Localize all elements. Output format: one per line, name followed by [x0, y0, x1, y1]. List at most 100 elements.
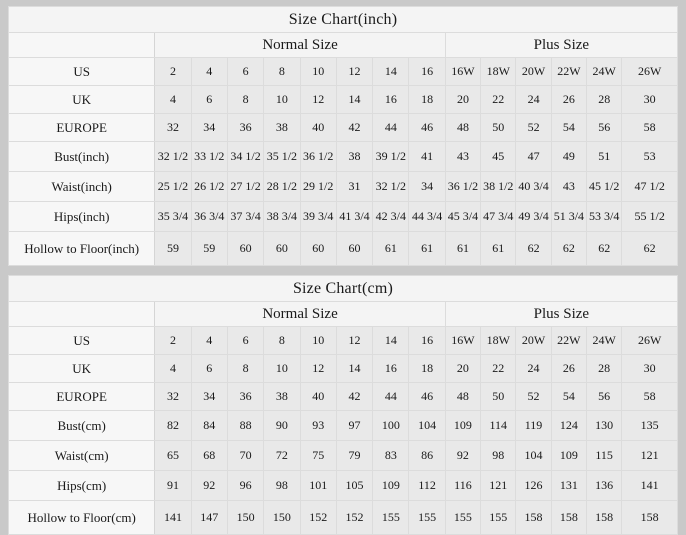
table-cell: 43 — [550, 171, 588, 202]
table-cell: 38 3/4 — [263, 201, 301, 232]
table-cell: 20W — [515, 326, 552, 355]
table-cell: 34 1/2 — [226, 141, 265, 172]
table-cell: 92 — [190, 470, 228, 501]
table-cell: 41 3/4 — [335, 201, 374, 232]
table-cell: 8 — [226, 354, 265, 383]
table-cell: 124 — [550, 410, 587, 441]
table-cell: 39 1/2 — [372, 141, 410, 172]
table-cell: 104 — [515, 440, 552, 471]
table-cell: 75 — [299, 440, 337, 471]
table-cell: 38 — [263, 382, 301, 411]
table-cell: 72 — [263, 440, 301, 471]
table-cell: 40 — [299, 113, 337, 142]
table-cell: 150 — [263, 500, 301, 535]
table-cell: 98 — [263, 470, 301, 501]
table-cell: 16W — [444, 57, 482, 86]
table-cell: 109 — [550, 440, 587, 471]
table-cell: 35 3/4 — [154, 201, 192, 232]
table-cell: 36 1/2 — [444, 171, 482, 202]
table-cell: 91 — [154, 470, 192, 501]
table-cell: 105 — [335, 470, 374, 501]
table-cell: 53 — [621, 141, 678, 172]
table-cell: 26 1/2 — [190, 171, 228, 202]
chart-title: Size Chart(inch) — [8, 6, 678, 33]
table-cell: 155 — [444, 500, 482, 535]
table-cell: 58 — [621, 113, 678, 142]
table-cell: 26 — [550, 354, 587, 383]
table-cell: 79 — [335, 440, 374, 471]
table-cell: 60 — [226, 231, 265, 266]
table-cell: 12 — [299, 354, 337, 383]
table-cell: 34 — [190, 113, 228, 142]
table-cell: 51 — [586, 141, 623, 172]
table-cell: 96 — [226, 470, 265, 501]
table-cell: 155 — [480, 500, 517, 535]
table-cell: 61 — [408, 231, 446, 266]
table-cell: 18W — [480, 57, 517, 86]
table-cell: 37 3/4 — [226, 201, 265, 232]
table-cell: 18W — [480, 326, 517, 355]
table-cell: 58 — [621, 382, 678, 411]
table-cell: 135 — [621, 410, 678, 441]
row-label: US — [7, 57, 156, 86]
table-cell: 22W — [550, 57, 588, 86]
group-header-row: Normal Size Plus Size — [7, 32, 679, 58]
table-cell: 16W — [444, 326, 482, 355]
table-cell: 14 — [335, 85, 374, 114]
row-label: Bust(inch) — [7, 141, 156, 172]
group-header-normal-size: Normal Size — [154, 32, 446, 58]
table-cell: 147 — [190, 500, 228, 535]
table-cell: 16 — [408, 57, 446, 86]
table-cell: 34 — [190, 382, 228, 411]
table-cell: 152 — [299, 500, 337, 535]
table-cell: 55 1/2 — [621, 201, 678, 232]
row-label: Hips(inch) — [7, 201, 156, 232]
table-cell: 38 — [335, 141, 374, 172]
group-header-plus-size: Plus Size — [444, 32, 679, 58]
table-row: Hollow to Floor(cm) 141 147 150 150 152 152 155… — [7, 500, 678, 535]
table-cell: 47 3/4 — [480, 201, 517, 232]
table-row: EUROPE 32 34 36 38 40 42 44 46 48 50 52 54 56 58 — [7, 113, 678, 142]
table-row: US 2 4 6 8 10 12 14 16 16W 18W 20W 22W 24W 26W — [7, 326, 678, 355]
row-label: Hollow to Floor(cm) — [7, 500, 156, 535]
table-cell: 54 — [550, 382, 587, 411]
table-cell: 136 — [585, 470, 623, 501]
table-cell: 22 — [480, 354, 517, 383]
table-cell: 84 — [190, 410, 228, 441]
table-cell: 114 — [480, 410, 517, 441]
table-cell: 141 — [621, 470, 678, 501]
table-cell: 121 — [480, 470, 517, 501]
table-cell: 4 — [190, 326, 228, 355]
table-cell: 4 — [154, 354, 192, 383]
table-cell: 18 — [408, 354, 446, 383]
table-cell: 112 — [408, 470, 446, 501]
table-row: Bust(cm) 82 84 88 90 93 97 100 104 109 114 119 124 13… — [7, 410, 678, 441]
row-label: Bust(cm) — [7, 410, 156, 441]
table-cell: 48 — [444, 382, 482, 411]
table-cell: 26W — [621, 57, 678, 86]
table-cell: 42 — [335, 113, 374, 142]
table-cell: 28 1/2 — [263, 171, 301, 202]
table-cell: 30 — [621, 354, 678, 383]
table-cell: 98 — [480, 440, 517, 471]
table-row: Waist(inch) 25 1/2 26 1/2 27 1/2 28 1/2 29 1/… — [7, 171, 678, 202]
table-cell: 92 — [444, 440, 482, 471]
table-cell: 8 — [263, 57, 301, 86]
table-cell: 36 1/2 — [299, 141, 337, 172]
row-label: Hips(cm) — [7, 470, 156, 501]
table-cell: 35 1/2 — [263, 141, 301, 172]
table-cell: 62 — [586, 231, 623, 266]
table-cell: 68 — [190, 440, 228, 471]
table-cell: 155 — [408, 500, 446, 535]
table-cell: 27 1/2 — [226, 171, 265, 202]
table-cell: 6 — [226, 57, 265, 86]
table-cell: 18 — [408, 85, 446, 114]
table-row: UK 4 6 8 10 12 14 16 18 20 22 24 26 28 30 — [7, 85, 678, 114]
table-cell: 51 3/4 — [550, 201, 588, 232]
table-cell: 115 — [585, 440, 623, 471]
table-cell: 131 — [550, 470, 587, 501]
table-cell: 10 — [263, 85, 301, 114]
table-cell: 6 — [190, 354, 228, 383]
group-header-plus-size: Plus Size — [444, 301, 679, 327]
